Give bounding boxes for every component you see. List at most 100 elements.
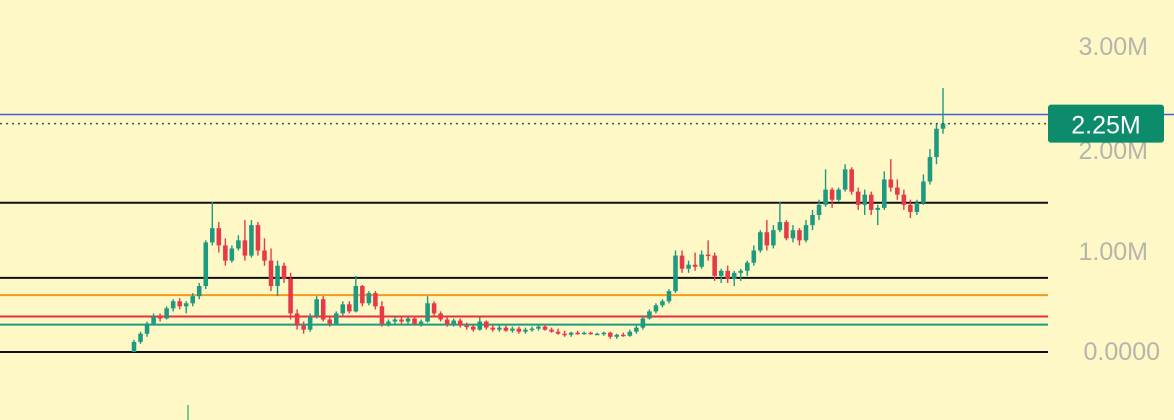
candle — [392, 316, 398, 325]
y-tick-0: 0.0000 — [1084, 338, 1160, 366]
candle — [164, 306, 169, 320]
candle — [881, 171, 887, 210]
candle — [829, 187, 835, 208]
candle-body — [327, 319, 333, 324]
candle-body — [516, 328, 522, 332]
candle-body — [138, 333, 143, 342]
candle-body — [497, 327, 502, 330]
current-price-label: 2.25M — [1071, 112, 1140, 140]
candle-body — [881, 179, 887, 208]
candle — [360, 285, 365, 307]
candle — [294, 309, 300, 330]
candle — [301, 321, 306, 334]
candle-body — [301, 325, 306, 330]
candle-body — [764, 232, 770, 246]
candle-body — [921, 181, 926, 203]
candle-body — [634, 327, 639, 332]
candle-body — [738, 270, 744, 273]
candle — [366, 291, 372, 306]
candle-body — [490, 327, 496, 330]
candle — [731, 270, 737, 287]
candle — [157, 313, 163, 322]
candle — [451, 318, 456, 327]
candle-body — [588, 332, 593, 335]
candle-body — [816, 204, 822, 215]
candle-body — [288, 278, 293, 314]
candle-body — [144, 323, 150, 334]
candle — [712, 252, 717, 281]
candle-body — [347, 304, 352, 312]
candle — [151, 313, 156, 326]
candle-body — [183, 303, 189, 307]
candle-body — [190, 296, 196, 304]
candle-body — [399, 319, 404, 322]
candle-body — [294, 313, 300, 326]
candle-body — [647, 311, 652, 319]
candle — [242, 220, 248, 261]
candle — [562, 330, 567, 337]
candle-body — [451, 320, 456, 325]
candle — [634, 325, 639, 334]
candle — [177, 298, 182, 310]
candle — [692, 252, 698, 271]
candle-body — [281, 265, 287, 279]
candle — [229, 245, 235, 263]
candle — [875, 204, 881, 226]
candle — [921, 174, 926, 205]
candle-body — [607, 332, 613, 337]
candle-body — [484, 321, 489, 328]
candle-body — [464, 325, 470, 328]
candle-body — [823, 189, 828, 205]
candle — [803, 220, 809, 243]
candle-body — [777, 222, 783, 231]
candle-body — [255, 225, 261, 251]
candle — [314, 296, 319, 319]
candle-body — [829, 189, 835, 200]
candle — [347, 301, 352, 314]
candle-body — [203, 242, 209, 287]
candle — [621, 332, 626, 337]
candle — [588, 331, 593, 335]
candle — [386, 319, 391, 327]
candle — [268, 248, 274, 292]
candle-body — [699, 254, 704, 267]
candle — [868, 191, 874, 215]
candle — [823, 169, 828, 207]
candle — [758, 230, 763, 253]
candle — [542, 324, 548, 331]
candle-body — [418, 321, 424, 324]
candle-body — [568, 332, 574, 335]
candle — [614, 333, 620, 339]
candle-body — [268, 260, 274, 287]
candle — [444, 316, 450, 327]
candle-body — [660, 301, 665, 306]
candle — [705, 240, 711, 261]
candle-body — [836, 189, 841, 200]
candle-body — [692, 264, 698, 267]
candle — [581, 331, 587, 335]
candle-body — [555, 331, 561, 334]
candle-body — [784, 222, 789, 239]
candle-body — [431, 303, 437, 314]
candle-body — [164, 308, 169, 319]
candle — [236, 235, 241, 251]
candle-body — [575, 332, 580, 335]
candle-body — [705, 254, 711, 257]
candle-body — [712, 255, 717, 276]
candle-body — [673, 255, 678, 292]
candle — [816, 199, 822, 221]
candle — [183, 301, 189, 314]
candle — [810, 209, 815, 231]
candle-body — [679, 255, 685, 269]
candle-body — [249, 225, 254, 256]
candle-body — [895, 187, 900, 195]
candle-body — [523, 329, 528, 332]
candle-body — [536, 326, 541, 329]
candle-body — [862, 194, 867, 205]
candle — [836, 187, 841, 202]
candle — [196, 282, 202, 300]
candle-body — [262, 250, 267, 261]
candle-body — [744, 262, 750, 271]
y-tick-1m: 1.00M — [1079, 238, 1148, 266]
